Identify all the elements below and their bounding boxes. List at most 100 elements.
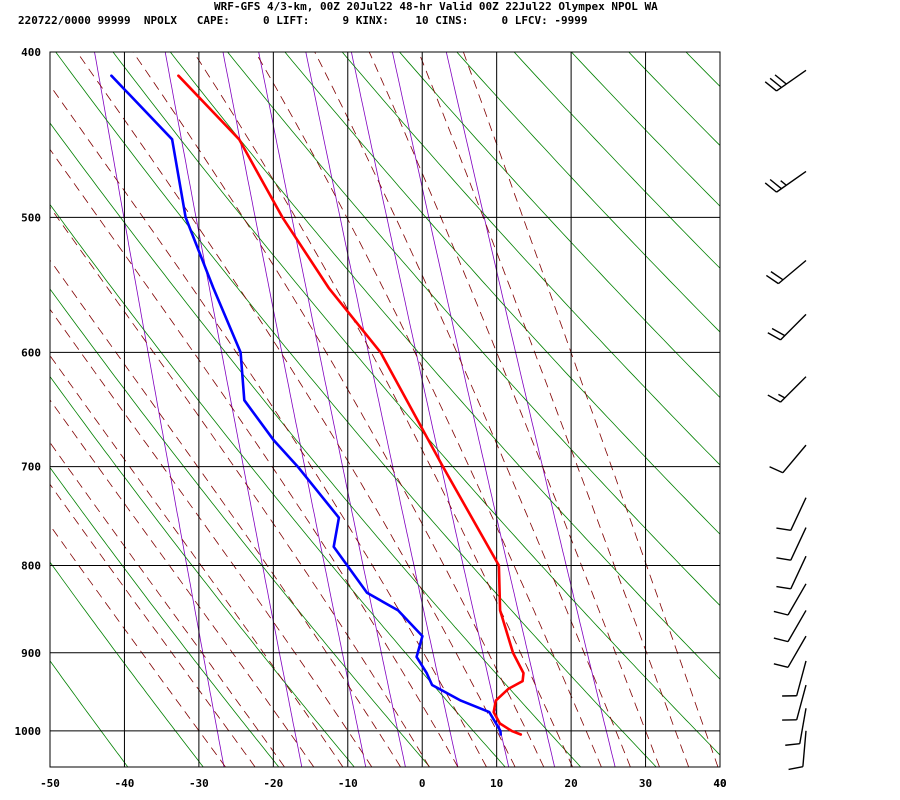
pressure-label-900: 900: [21, 647, 41, 660]
barb-staff: [787, 583, 807, 616]
mixing-ratio-12: [392, 52, 555, 767]
temperature-profile: [177, 74, 525, 736]
moist-adiabat--18: [50, 399, 315, 767]
barb-feather: [773, 610, 789, 616]
barb-feather: [771, 327, 786, 337]
wind-barb-680: [769, 444, 807, 474]
temperature-label--10: -10: [338, 777, 358, 790]
barb-feather: [776, 527, 791, 532]
barb-feather: [770, 271, 784, 281]
dry-adiabat-260: [50, 375, 355, 767]
barb-staff: [796, 684, 807, 720]
wind-barb-470: [764, 170, 807, 193]
barb-staff: [790, 497, 807, 531]
dry-adiabat-440: [858, 52, 900, 767]
moist-adiabat-10: [76, 52, 516, 767]
barb-feather: [764, 182, 777, 193]
dry-adiabat-300: [55, 52, 657, 767]
barb-staff: [782, 444, 807, 474]
moist-adiabat--2: [50, 206, 430, 767]
sounding-profiles: [110, 74, 525, 736]
pressure-label-800: 800: [21, 560, 41, 573]
dry-adiabat-430: [801, 52, 900, 767]
wind-barb-1000: [788, 730, 807, 771]
pressure-label-400: 400: [21, 46, 41, 59]
dry-adiabat-290: [50, 122, 581, 767]
moist-adiabat-26: [314, 52, 631, 767]
temperature-label-0: 0: [419, 777, 426, 790]
mixing-ratio-0.4: [94, 52, 225, 767]
dry-adiabat-230: [50, 660, 129, 767]
temperature-label-40: 40: [713, 777, 726, 790]
pressure-label-700: 700: [21, 461, 41, 474]
dry-adiabats: [50, 52, 900, 767]
barb-staff: [787, 635, 807, 668]
moist-adiabat--22: [50, 441, 285, 767]
barb-feather: [765, 274, 779, 285]
moist-adiabat-18: [193, 52, 573, 767]
barb-feather: [774, 74, 787, 85]
temperature-label-30: 30: [639, 777, 652, 790]
barb-staff: [799, 708, 807, 744]
barb-staff: [802, 730, 807, 767]
dry-adiabat-240: [50, 561, 204, 767]
wind-barbs: [764, 69, 807, 771]
wind-barb-850: [773, 610, 807, 643]
temperature-label--30: -30: [189, 777, 209, 790]
moist-adiabats: [50, 52, 719, 767]
mixing-ratio-20: [445, 52, 616, 767]
wind-barb-910: [782, 660, 807, 697]
barb-staff: [796, 660, 807, 696]
dry-adiabat-420: [743, 52, 900, 767]
wind-barb-730: [776, 497, 807, 532]
mixing-ratio-2: [222, 52, 367, 767]
dry-adiabat-380: [513, 52, 720, 269]
barb-staff: [790, 555, 807, 590]
dry-adiabat-400: [628, 52, 720, 147]
sounding-indices: 220722/0000 99999 NPOLX CAPE: 0 LIFT: 9 …: [18, 14, 588, 27]
barb-feather: [776, 585, 791, 590]
moist-adiabat-14: [132, 52, 545, 767]
barb-half-feather: [780, 180, 787, 186]
chart-title: WRF-GFS 4/3-km, 00Z 20Jul22 48-hr Valid …: [214, 0, 658, 13]
barb-feather: [769, 178, 782, 190]
barb-feather: [767, 332, 781, 341]
dry-adiabat-320: [169, 52, 720, 680]
mixing-ratio-lines: [94, 52, 616, 767]
barb-feather: [764, 81, 777, 92]
dry-adiabat-330: [227, 52, 720, 607]
wind-barb-820: [773, 583, 807, 616]
moist-adiabat-38: [463, 52, 719, 767]
dry-adiabat-250: [50, 466, 280, 767]
barb-staff: [790, 527, 807, 561]
dry-adiabat-390: [571, 52, 720, 207]
mixing-ratio-8: [351, 52, 510, 767]
moist-adiabat--14: [50, 354, 344, 767]
moist-adiabat-22: [254, 52, 602, 767]
moist-adiabat--6: [50, 259, 401, 767]
barb-feather: [773, 637, 789, 643]
mixing-ratio-5: [305, 52, 459, 767]
moist-adiabat-6: [50, 84, 487, 767]
dewpoint-profile: [110, 74, 503, 736]
wind-barb-530: [765, 259, 807, 285]
wind-barb-620: [767, 376, 807, 403]
moist-adiabat-2: [50, 148, 459, 767]
dry-adiabat-270: [50, 288, 431, 767]
temperature-label-20: 20: [564, 777, 577, 790]
pressure-label-1000: 1000: [15, 725, 42, 738]
dry-adiabat-340: [284, 52, 720, 535]
barb-feather: [773, 663, 789, 669]
dry-adiabat-370: [456, 52, 720, 333]
barb-feather: [767, 394, 781, 403]
temperature-label-40: 40: [713, 777, 726, 790]
barb-feather: [769, 466, 784, 474]
wind-barb-410: [764, 69, 807, 92]
moist-adiabat-34: [418, 52, 690, 767]
pressure-label-600: 600: [21, 346, 41, 359]
barb-feather: [788, 766, 803, 771]
moist-adiabat-30: [368, 52, 660, 767]
plot-frame: [49, 51, 721, 768]
